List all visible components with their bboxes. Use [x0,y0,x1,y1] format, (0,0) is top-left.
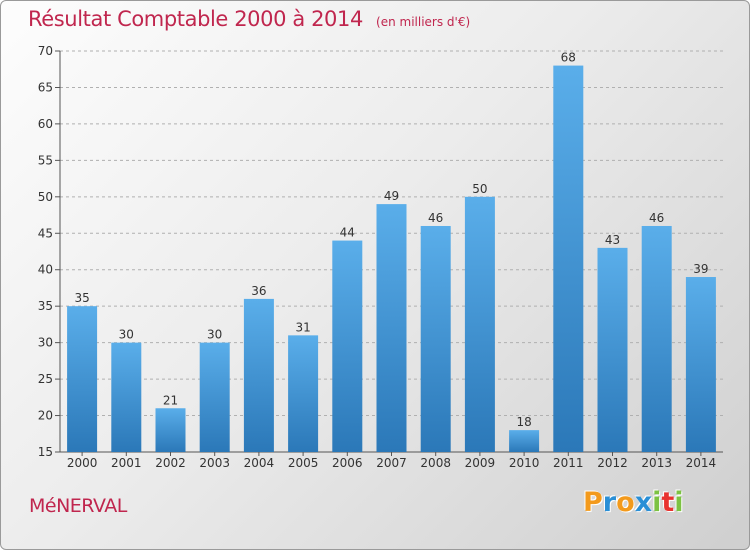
y-tick-label: 15 [38,445,53,459]
x-tick-label-2002: 2002 [155,456,186,470]
x-tick-label-2010: 2010 [509,456,540,470]
x-tick-label-2008: 2008 [420,456,451,470]
y-tick-label: 60 [38,117,53,131]
bar-2007 [376,204,407,452]
value-label-2000: 35 [74,291,89,305]
x-tick-label-2000: 2000 [67,456,98,470]
x-tick-label-2005: 2005 [288,456,319,470]
y-tick-label: 25 [38,372,53,386]
bar-2008 [420,225,451,452]
value-label-2014: 39 [693,262,708,276]
bar-2000 [67,306,98,452]
bar-2011 [553,65,584,452]
bar-2004 [243,298,274,452]
commune-name: MéNERVAL [29,495,127,517]
x-axis-ticks: 2000 2001 2002 2003 2004 2005 2006 2007 2008 2009… [67,452,716,470]
value-label-2012: 43 [605,233,620,247]
value-label-2004: 36 [251,284,266,298]
y-axis-ticks: 15 20 25 30 35 40 45 50 55 60 65 70 [38,44,60,459]
x-tick-label-2001: 2001 [111,456,142,470]
value-label-2011: 68 [561,51,576,65]
x-tick-label-2009: 2009 [465,456,496,470]
x-tick-label-2003: 2003 [199,456,230,470]
y-tick-label: 50 [38,190,53,204]
value-label-2008: 46 [428,211,443,225]
bar-2013 [641,225,672,452]
title-main: Résultat Comptable 2000 à 2014 [28,7,363,31]
bar-2005 [288,335,319,452]
value-labels: 35 30 21 30 36 31 44 49 46 50 18 68 43 46 39 [74,51,708,430]
value-label-2010: 18 [516,415,531,429]
bar-2006 [332,240,363,452]
y-tick-label: 40 [38,263,53,277]
x-tick-label-2004: 2004 [244,456,275,470]
y-tick-label: 45 [38,226,53,240]
bar-2014 [685,277,716,452]
y-tick-label: 35 [38,299,53,313]
x-tick-label-2013: 2013 [641,456,672,470]
value-label-2003: 30 [207,328,222,342]
proxiti-logo: Proxiti [583,487,684,518]
logo-letter: t [661,487,675,518]
x-tick-label-2007: 2007 [376,456,407,470]
logo-letter: r [602,487,617,518]
y-tick-label: 30 [38,336,53,350]
value-label-2006: 44 [340,226,355,240]
bars [67,65,716,452]
bar-2009 [464,196,495,452]
chart-title: Résultat Comptable 2000 à 2014 (en milli… [28,7,470,31]
x-tick-label-2012: 2012 [597,456,628,470]
bar-2002 [155,408,186,452]
value-label-2009: 50 [472,182,487,196]
y-tick-label: 20 [38,409,53,423]
y-tick-label: 70 [38,44,53,58]
y-tick-label: 65 [38,80,53,94]
logo-letter: o [616,487,635,518]
y-tick-label: 55 [38,153,53,167]
x-tick-label-2006: 2006 [332,456,363,470]
logo-letter: i [652,487,662,518]
bar-2010 [509,430,540,452]
value-label-2005: 31 [295,320,310,334]
logo-letter: P [583,487,603,518]
value-label-2007: 49 [384,189,399,203]
bar-2001 [111,342,142,452]
logo-letter: x [634,487,653,518]
bar-2012 [597,247,628,452]
bar-2003 [199,342,230,452]
title-unit: (en milliers d'€) [376,15,471,29]
value-label-2013: 46 [649,211,664,225]
value-label-2002: 21 [163,393,178,407]
x-tick-label-2011: 2011 [553,456,584,470]
x-tick-label-2014: 2014 [686,456,717,470]
logo-letter: i [674,487,684,518]
value-label-2001: 30 [119,328,134,342]
